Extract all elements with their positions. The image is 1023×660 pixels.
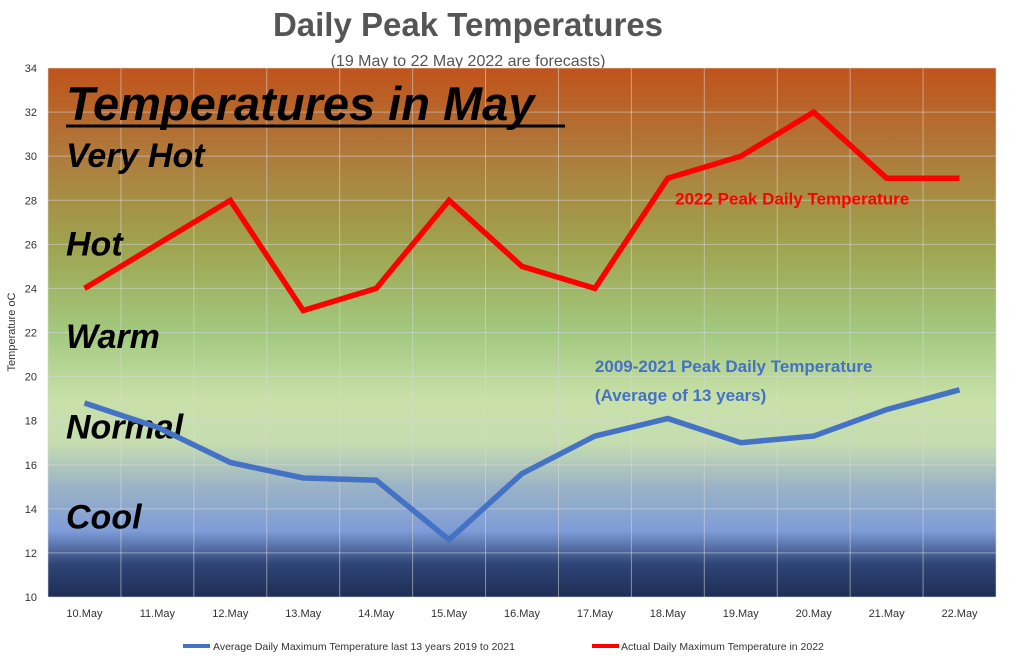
y-tick-label: 24 (25, 283, 37, 295)
zone-label-cool: Cool (66, 499, 143, 537)
annotation-average-years: (Average of 13 years) (595, 386, 766, 405)
y-tick-label: 14 (25, 504, 37, 516)
x-tick-label: 12.May (212, 608, 249, 620)
heading-temperatures-in-may: Temperatures in May (66, 77, 537, 130)
y-tick-label: 10 (25, 592, 37, 604)
chart-subtitle: (19 May to 22 May 2022 are forecasts) (331, 53, 606, 70)
y-tick-label: 16 (25, 460, 37, 472)
x-axis-tick-labels: 10.May 11.May 12.May 13.May 14.May 15.May 16.M… (66, 608, 978, 620)
annotation-2022-peak: 2022 Peak Daily Temperature (675, 190, 909, 209)
x-tick-label: 10.May (66, 608, 103, 620)
y-tick-label: 28 (25, 195, 37, 207)
x-tick-label: 14.May (358, 608, 395, 620)
y-tick-label: 18 (25, 416, 37, 428)
y-tick-label: 26 (25, 239, 37, 251)
x-tick-label: 18.May (650, 608, 687, 620)
y-tick-label: 34 (25, 63, 37, 75)
y-axis-tick-labels: 10 12 14 16 18 20 22 24 26 28 30 32 34 (25, 63, 37, 604)
y-axis-label: Temperature oC (6, 293, 18, 372)
annotation-average-peak: 2009-2021 Peak Daily Temperature (595, 357, 873, 376)
y-tick-label: 32 (25, 107, 37, 119)
series-line-1 (83, 108, 960, 314)
y-tick-label: 20 (25, 372, 37, 384)
x-tick-label: 16.May (504, 608, 541, 620)
x-tick-label: 11.May (140, 608, 176, 620)
legend: Average Daily Maximum Temperature last 1… (183, 641, 824, 653)
x-tick-label: 15.May (431, 608, 468, 620)
legend-label-2022: Actual Daily Maximum Temperature in 2022 (621, 641, 824, 653)
y-tick-label: 30 (25, 151, 37, 163)
chart-title: Daily Peak Temperatures (273, 6, 663, 43)
x-tick-label: 19.May (723, 608, 760, 620)
y-tick-label: 12 (25, 548, 37, 560)
y-tick-label: 22 (25, 328, 37, 340)
zone-label-warm: Warm (66, 318, 160, 356)
x-tick-label: 13.May (285, 608, 322, 620)
x-tick-label: 21.May (869, 608, 906, 620)
zone-label-hot: Hot (66, 225, 124, 263)
zone-label-very-hot: Very Hot (66, 137, 206, 175)
x-tick-label: 20.May (796, 608, 833, 620)
legend-label-average: Average Daily Maximum Temperature last 1… (213, 641, 515, 653)
series-line-0 (83, 387, 961, 544)
x-tick-label: 22.May (941, 608, 978, 620)
data-series (83, 108, 961, 544)
x-tick-label: 17.May (577, 608, 614, 620)
